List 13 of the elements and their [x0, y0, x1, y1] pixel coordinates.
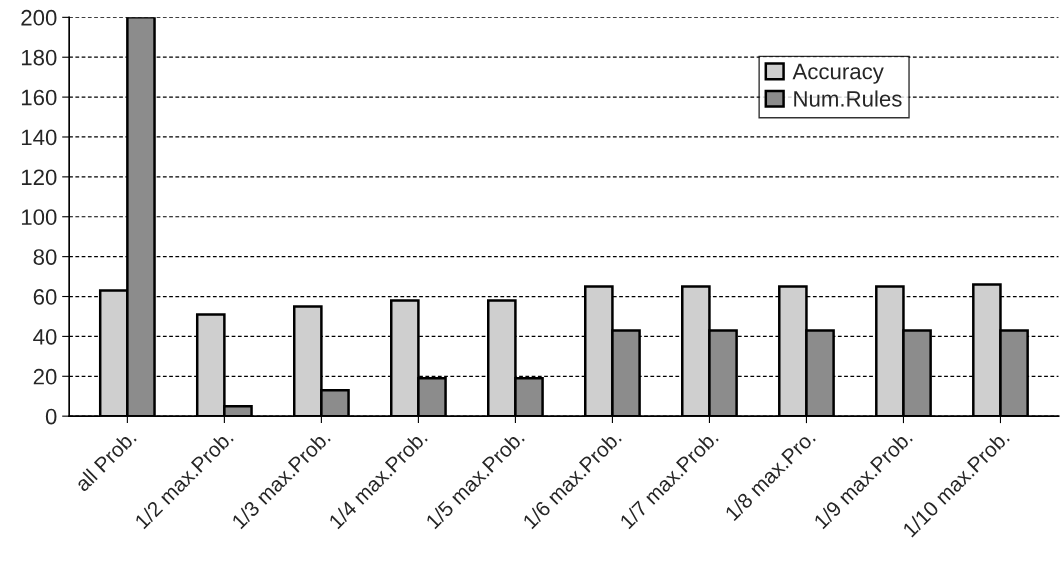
y-tick-label: 120	[21, 169, 57, 186]
y-tick-label: 0	[45, 408, 57, 425]
y-tick-label: 180	[21, 49, 57, 66]
legend-label: Accuracy	[792, 63, 884, 84]
y-tick-label: 80	[33, 249, 57, 265]
y-tick-label: 140	[21, 129, 57, 146]
y-tick-label: 160	[21, 89, 57, 106]
y-tick-label: 40	[33, 328, 57, 345]
y-tick-label: 20	[33, 368, 57, 385]
y-tick-label: 60	[33, 289, 57, 305]
y-tick-label: 200	[21, 9, 57, 26]
legend-label: Num.Rules	[794, 90, 902, 107]
y-tick-label: 100	[21, 209, 57, 226]
